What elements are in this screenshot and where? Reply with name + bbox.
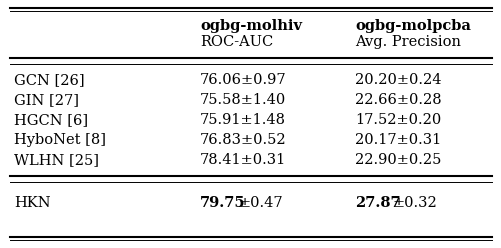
Text: ±0.47: ±0.47 xyxy=(237,196,282,210)
Text: 76.06±0.97: 76.06±0.97 xyxy=(199,73,286,87)
Text: ROC-AUC: ROC-AUC xyxy=(199,35,273,49)
Text: 75.91±1.48: 75.91±1.48 xyxy=(199,113,286,127)
Text: ±0.32: ±0.32 xyxy=(392,196,437,210)
Text: ogbg-molpcba: ogbg-molpcba xyxy=(354,19,470,33)
Text: HGCN [6]: HGCN [6] xyxy=(14,113,88,127)
Text: 79.75: 79.75 xyxy=(199,196,245,210)
Text: GIN [27]: GIN [27] xyxy=(14,93,79,107)
Text: ogbg-molhiv: ogbg-molhiv xyxy=(199,19,302,33)
Text: 78.41±0.31: 78.41±0.31 xyxy=(199,153,286,167)
Text: 17.52±0.20: 17.52±0.20 xyxy=(354,113,440,127)
Text: 76.83±0.52: 76.83±0.52 xyxy=(199,133,286,147)
Text: 20.17±0.31: 20.17±0.31 xyxy=(354,133,440,147)
Text: 20.20±0.24: 20.20±0.24 xyxy=(354,73,440,87)
Text: 27.87: 27.87 xyxy=(354,196,400,210)
Text: HyboNet [8]: HyboNet [8] xyxy=(14,133,106,147)
Text: HKN: HKN xyxy=(14,196,51,210)
Text: WLHN [25]: WLHN [25] xyxy=(14,153,99,167)
Text: GCN [26]: GCN [26] xyxy=(14,73,85,87)
Text: 22.90±0.25: 22.90±0.25 xyxy=(354,153,440,167)
Text: Avg. Precision: Avg. Precision xyxy=(354,35,460,49)
Text: 75.58±1.40: 75.58±1.40 xyxy=(199,93,286,107)
Text: 22.66±0.28: 22.66±0.28 xyxy=(354,93,441,107)
